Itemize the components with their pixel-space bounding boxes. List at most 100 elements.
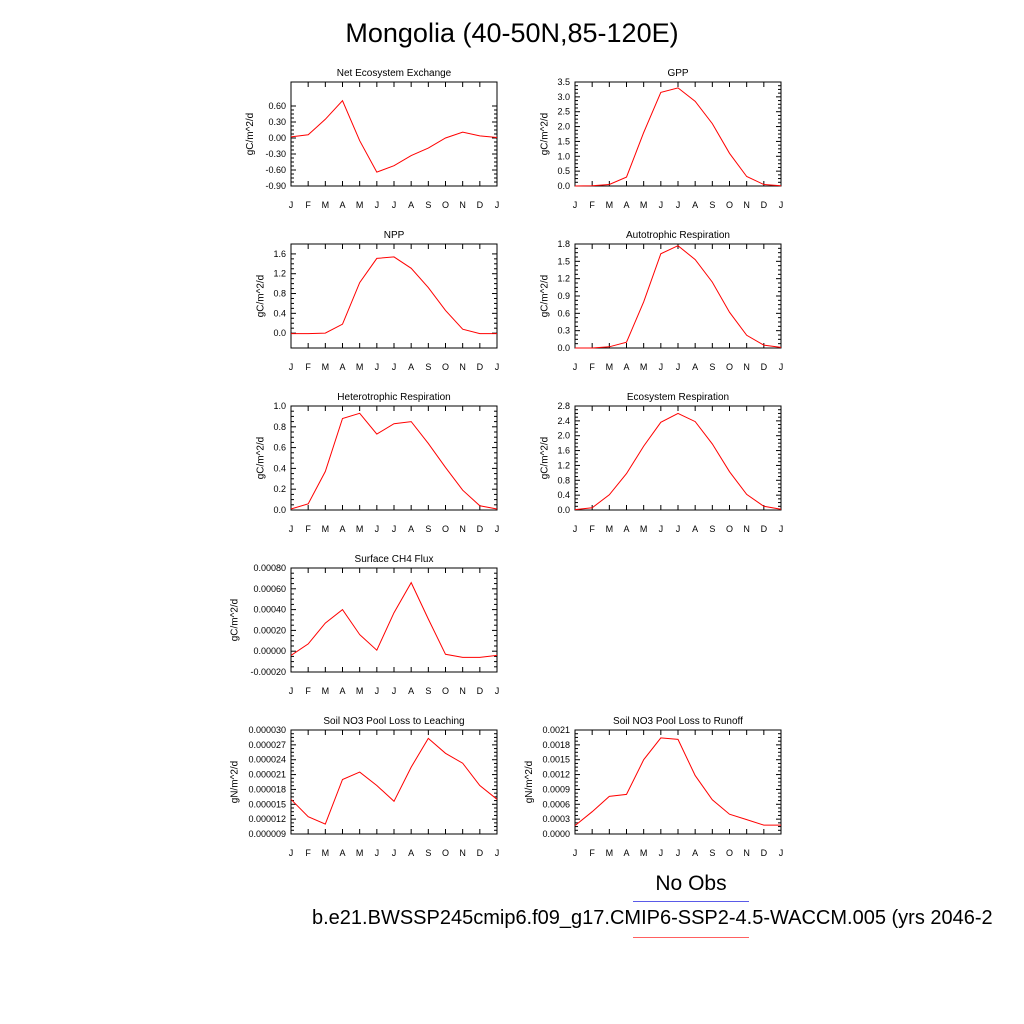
figure-title: Mongolia (40-50N,85-120E) [345, 18, 679, 48]
series-line [574, 412, 782, 511]
y-tick-label: 0.8 [273, 289, 286, 299]
x-tick-label: J [659, 200, 664, 210]
x-tick-label: D [477, 686, 484, 696]
y-tick-label: 0.000012 [248, 814, 286, 824]
x-tick-label: J [495, 686, 500, 696]
x-tick-label: J [375, 200, 380, 210]
x-tick-label: S [709, 362, 715, 372]
x-tick-label: O [442, 200, 449, 210]
x-tick-label: J [289, 524, 294, 534]
x-tick-label: N [743, 200, 750, 210]
x-tick-label: J [659, 362, 664, 372]
y-tick-label: 0.000015 [248, 799, 286, 809]
y-tick-label: 1.8 [557, 239, 570, 249]
chart-panel-3: J F M A M J J A S O N D J0.00.30.60.91.21.51.8Autotr… [539, 230, 783, 372]
x-tick-label: J [495, 200, 500, 210]
x-tick-label: J [676, 362, 681, 372]
x-tick-label: A [408, 362, 414, 372]
y-tick-label: 0.000009 [248, 829, 286, 839]
y-tick-label: 3.5 [557, 77, 570, 87]
x-tick-label: J [573, 362, 578, 372]
x-tick-label: M [640, 362, 648, 372]
x-tick-label: N [743, 362, 750, 372]
x-tick-label: O [726, 524, 733, 534]
x-tick-label: N [459, 362, 466, 372]
x-tick-label: J [779, 848, 784, 858]
y-tick-label: 0.4 [273, 463, 286, 473]
x-tick-label: D [477, 524, 484, 534]
chart-title: Ecosystem Respiration [627, 392, 729, 403]
plot-frame [574, 243, 782, 349]
series-line [574, 737, 781, 826]
plot-frame [574, 729, 782, 835]
x-tick-label: N [459, 200, 466, 210]
x-tick-label: J [676, 524, 681, 534]
x-tick-label: J [392, 686, 397, 696]
y-tick-label: 1.0 [557, 151, 570, 161]
y-tick-label: 0.0 [557, 343, 570, 353]
y-tick-label: 0.0009 [542, 784, 570, 794]
y-tick-label: 0.0018 [542, 740, 570, 750]
x-tick-label: J [779, 362, 784, 372]
x-tick-label: D [477, 200, 484, 210]
y-tick-label: 0.5 [557, 166, 570, 176]
x-tick-label: A [408, 686, 414, 696]
x-tick-label: S [709, 200, 715, 210]
x-tick-label: M [356, 362, 364, 372]
x-tick-label: O [726, 200, 733, 210]
x-tick-label: A [339, 200, 345, 210]
x-tick-label: M [356, 524, 364, 534]
x-tick-label: J [779, 524, 784, 534]
y-tick-label: 0.0003 [542, 814, 570, 824]
chart-title: Soil NO3 Pool Loss to Runoff [613, 716, 743, 727]
y-tick-label: 0.0 [273, 328, 286, 338]
x-tick-label: M [606, 524, 614, 534]
y-tick-label: -0.00020 [250, 667, 286, 677]
y-tick-label: 1.2 [557, 274, 570, 284]
y-tick-label: 0.000018 [248, 784, 286, 794]
x-tick-label: M [606, 362, 614, 372]
series-line [290, 99, 498, 173]
y-tick-label: 0.000024 [248, 755, 286, 765]
x-tick-label: F [305, 524, 311, 534]
series-line [574, 87, 782, 187]
y-tick-label: 0.0021 [542, 725, 570, 735]
x-tick-label: O [726, 848, 733, 858]
y-axis-label: gC/m^2/d [245, 113, 256, 156]
series-line [290, 581, 498, 658]
x-tick-label: A [408, 848, 414, 858]
x-tick-label: F [589, 848, 595, 858]
chart-title: GPP [667, 68, 688, 79]
y-tick-label: 0.9 [557, 291, 570, 301]
x-tick-label: N [743, 848, 750, 858]
x-tick-label: J [573, 524, 578, 534]
legend-run-label: b.e21.BWSSP245cmip6.f09_g17.CMIP6-SSP2-4… [312, 907, 993, 929]
y-tick-label: 0.00060 [253, 584, 286, 594]
chart-panel-5: J F M A M J J A S O N D J0.00.40.81.21.62.02.42.8Eco… [539, 392, 783, 534]
x-tick-label: A [339, 524, 345, 534]
series-line [290, 737, 498, 825]
chart-title: Autotrophic Respiration [626, 230, 730, 241]
y-tick-label: 0.2 [273, 484, 286, 494]
y-tick-label: 0.6 [273, 443, 286, 453]
y-tick-label: 0.8 [557, 475, 570, 485]
y-axis-label: gN/m^2/d [229, 761, 240, 804]
chart-title: Surface CH4 Flux [355, 554, 434, 565]
y-axis-label: gC/m^2/d [539, 113, 550, 156]
y-tick-label: 0.0 [557, 505, 570, 515]
x-tick-label: J [495, 848, 500, 858]
y-tick-label: 0.00000 [253, 646, 286, 656]
y-tick-label: 0.00040 [253, 605, 286, 615]
y-tick-label: 1.6 [557, 446, 570, 456]
y-tick-label: 2.5 [557, 107, 570, 117]
chart-title: NPP [384, 230, 405, 241]
x-tick-label: A [623, 362, 629, 372]
y-axis-label: gC/m^2/d [255, 275, 266, 318]
chart-title: Net Ecosystem Exchange [337, 68, 452, 79]
x-tick-label: J [289, 686, 294, 696]
x-tick-label: J [289, 848, 294, 858]
x-tick-label: N [459, 848, 466, 858]
x-tick-label: M [606, 848, 614, 858]
x-tick-label: A [692, 524, 698, 534]
